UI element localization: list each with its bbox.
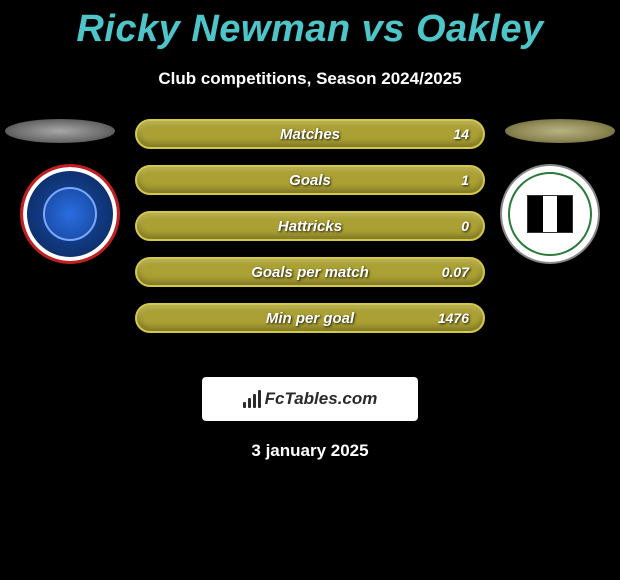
stat-bar: Min per goal 1476 [135,303,485,333]
stat-value: 1476 [438,310,469,326]
crest-left [20,164,120,264]
stat-label: Matches [280,126,340,143]
platform-right [505,119,615,143]
stat-bars: Matches 14 Goals 1 Hattricks 0 Goals per… [135,119,485,349]
stat-value: 0 [461,218,469,234]
stat-bar: Hattricks 0 [135,211,485,241]
crest-right [500,164,600,264]
stat-bar: Goals per match 0.07 [135,257,485,287]
stat-bar: Matches 14 [135,119,485,149]
stat-label: Goals [289,172,331,189]
platform-left [5,119,115,143]
watermark: FcTables.com [202,377,418,421]
date-text: 3 january 2025 [0,441,620,461]
stat-label: Min per goal [266,310,354,327]
stat-value: 0.07 [442,264,469,280]
chart-icon [243,390,261,408]
stat-value: 14 [453,126,469,142]
stat-bar: Goals 1 [135,165,485,195]
crest-ring [508,172,592,256]
stat-label: Goals per match [251,264,369,281]
page-title: Ricky Newman vs Oakley [0,0,620,51]
stat-value: 1 [461,172,469,188]
watermark-text: FcTables.com [265,389,378,409]
stat-label: Hattricks [278,218,342,235]
subtitle: Club competitions, Season 2024/2025 [0,69,620,89]
comparison-row: Matches 14 Goals 1 Hattricks 0 Goals per… [0,119,620,359]
